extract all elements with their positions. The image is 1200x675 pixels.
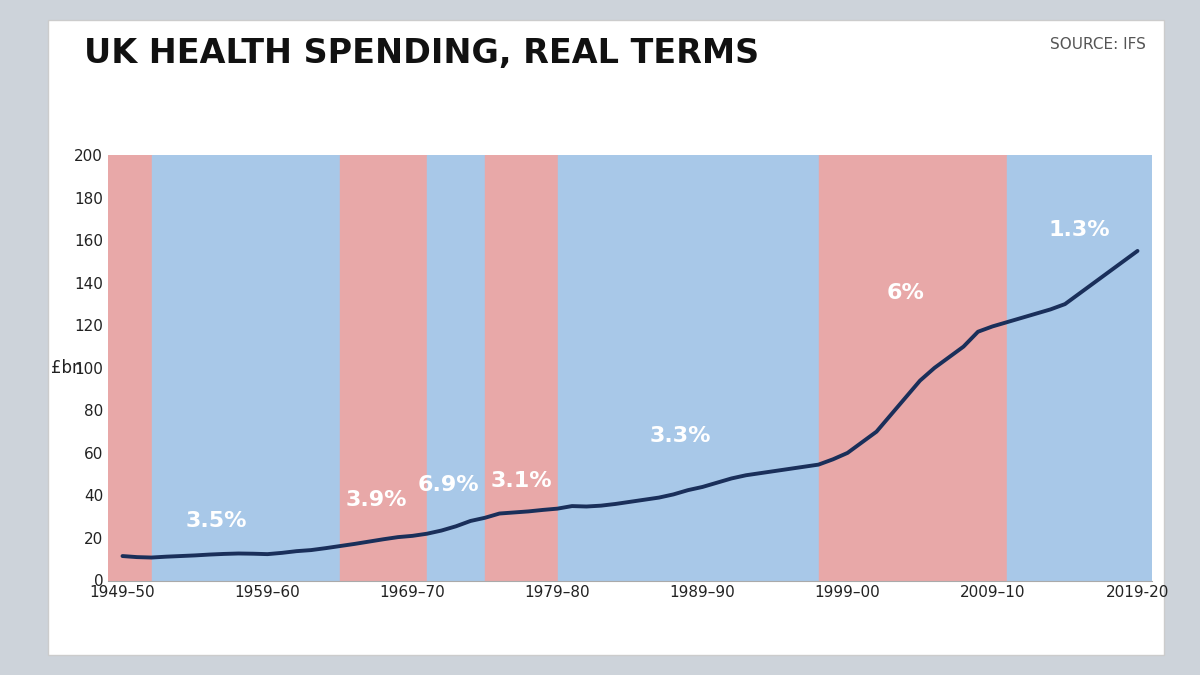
Text: UK HEALTH SPENDING, REAL TERMS: UK HEALTH SPENDING, REAL TERMS [84,37,760,70]
Text: 6%: 6% [887,284,924,304]
Bar [558,155,818,580]
Text: 3.1%: 3.1% [491,470,552,491]
Text: 1.3%: 1.3% [1049,219,1110,240]
Bar [340,155,427,580]
Text: SOURCE: IFS: SOURCE: IFS [1050,37,1146,52]
Bar [485,155,558,580]
Bar [427,155,485,580]
Bar [818,155,1007,580]
Bar [108,155,151,580]
Text: 6.9%: 6.9% [418,475,480,495]
Text: 3.9%: 3.9% [346,489,407,510]
Y-axis label: £bn: £bn [52,359,83,377]
Bar [1007,155,1152,580]
Text: 3.3%: 3.3% [650,426,712,446]
Text: 3.5%: 3.5% [186,511,247,531]
Bar [151,155,340,580]
